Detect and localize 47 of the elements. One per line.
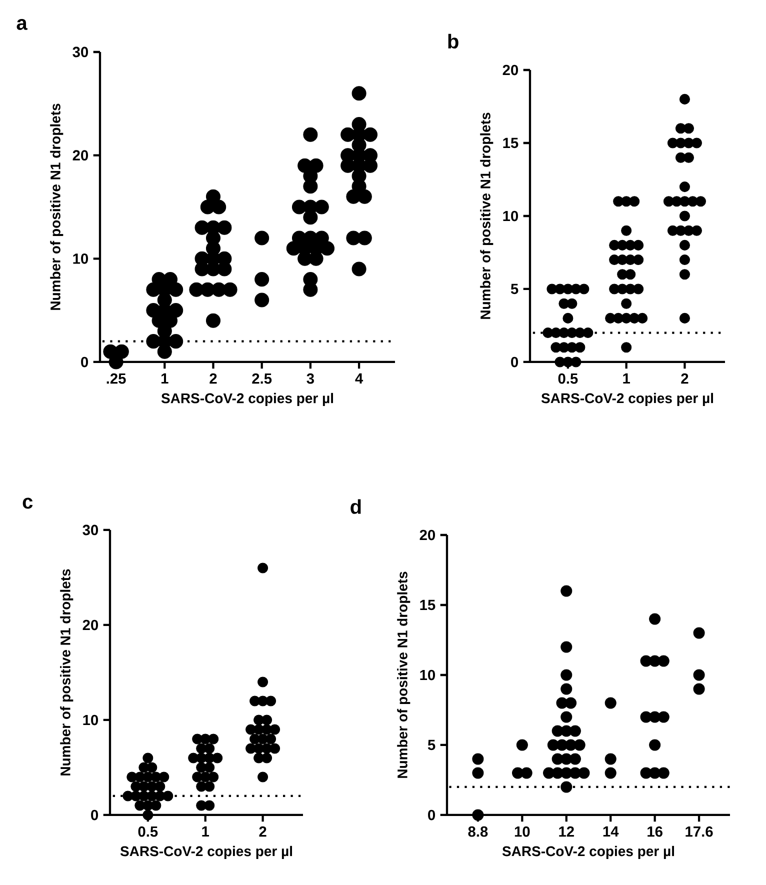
chart-title: c [22, 498, 33, 509]
x-axis-title: SARS-CoV-2 copies per µl [502, 846, 674, 859]
y-tick-label: 10 [83, 714, 98, 726]
x-axis-title: SARS-CoV-2 copies per µl [161, 392, 333, 406]
x-tick-label: 3 [306, 373, 314, 384]
y-tick-label: 0 [428, 810, 436, 820]
y-tick-label: 10 [73, 253, 88, 264]
y-axis-title: Number of positive N1 droplets [397, 572, 410, 778]
y-tick-label: 15 [503, 138, 518, 148]
chart-title: b [448, 34, 458, 49]
y-tick-label: 0 [81, 356, 88, 368]
x-tick-label: 2 [681, 373, 688, 384]
x-tick-label: 2 [259, 826, 266, 837]
y-tick-label: 20 [420, 530, 436, 540]
x-tick-label: .25 [106, 373, 126, 384]
x-tick-label: 12 [559, 826, 574, 837]
x-tick-label: 17.6 [686, 826, 713, 837]
x-tick-label: 16 [648, 826, 662, 837]
chart-title: d [350, 499, 361, 514]
y-tick-label: 15 [420, 600, 436, 610]
y-tick-label: 0 [91, 810, 98, 820]
x-tick-label: 2 [210, 373, 217, 384]
y-tick-label: 30 [72, 46, 88, 58]
x-tick-label: 1 [161, 373, 168, 384]
x-tick-label: 2.5 [252, 373, 272, 384]
x-tick-label: 0.5 [138, 826, 158, 837]
x-tick-label: 0.5 [558, 373, 578, 384]
x-axis-title: SARS-CoV-2 copies per µl [120, 846, 292, 859]
y-axis-title: Number of positive N1 droplets [50, 104, 64, 310]
y-tick-label: 20 [72, 150, 88, 161]
chart-title: a [16, 19, 28, 30]
y-axis-title: Number of positive N1 droplets [60, 569, 74, 776]
x-tick-label: 1 [623, 373, 630, 384]
y-tick-label: 5 [510, 284, 518, 294]
x-tick-label: 14 [603, 826, 619, 836]
x-axis-title: SARS-CoV-2 copies per µl [541, 392, 713, 406]
x-tick-label: 8.8 [468, 826, 488, 837]
y-tick-label: 5 [428, 740, 436, 750]
y-tick-label: 10 [503, 210, 518, 222]
y-tick-label: 20 [82, 620, 98, 630]
y-tick-label: 10 [420, 670, 436, 680]
y-axis-title: Number of positive N1 droplets [480, 112, 494, 319]
y-tick-label: 30 [82, 524, 98, 536]
y-tick-label: 20 [502, 64, 518, 76]
x-tick-label: 4 [355, 373, 364, 384]
x-tick-label: 1 [202, 826, 210, 836]
y-tick-label: 0 [511, 356, 518, 368]
